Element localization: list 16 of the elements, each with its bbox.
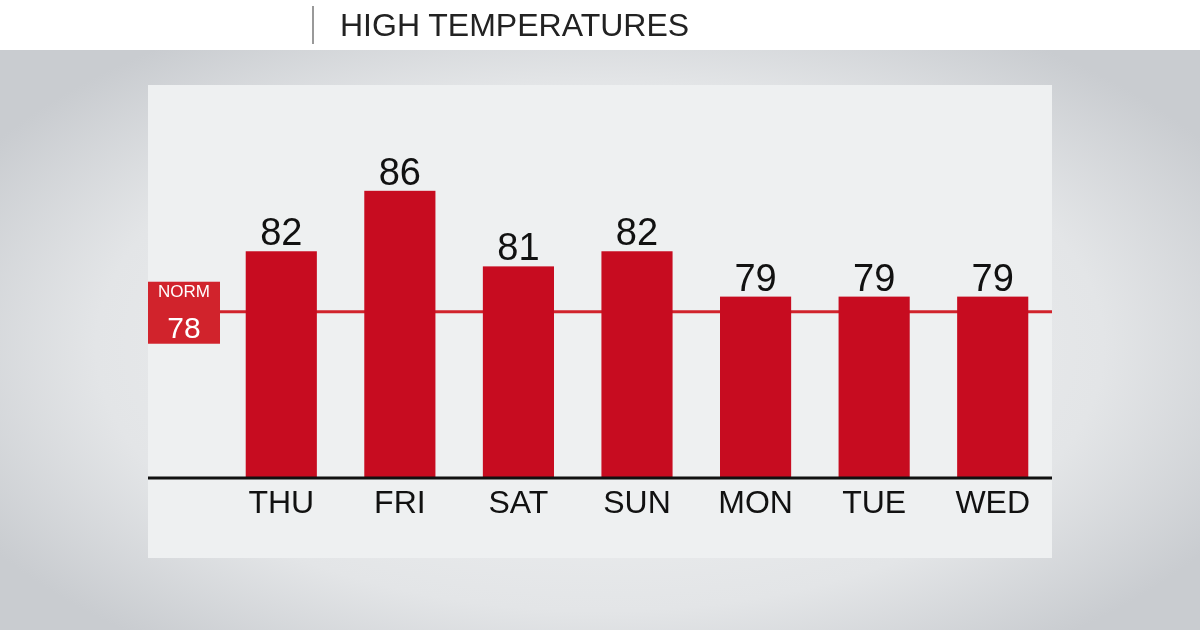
- x-tick-label: SAT: [488, 484, 549, 520]
- data-label: 79: [971, 256, 1014, 299]
- data-label: 82: [615, 211, 659, 254]
- x-tick-label: WED: [955, 484, 1031, 520]
- data-label: 79: [853, 256, 896, 299]
- x-tick-label: MON: [718, 484, 793, 520]
- data-label: 79: [734, 256, 777, 299]
- x-tick-label: THU: [248, 484, 315, 520]
- data-label: 81: [497, 226, 540, 269]
- data-label: 86: [378, 150, 421, 193]
- ref-line-label: NORM 78: [158, 281, 210, 344]
- chart-title: HIGH TEMPERATURES: [340, 7, 690, 44]
- data-label: 82: [260, 211, 303, 254]
- x-tick-label: TUE: [842, 484, 907, 520]
- x-tick-label: SUN: [603, 484, 671, 520]
- x-tick-label: FRI: [374, 484, 426, 520]
